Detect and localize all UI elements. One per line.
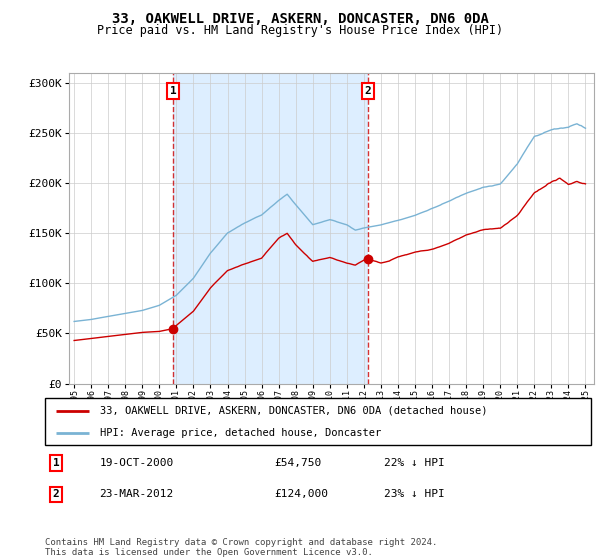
Text: 2: 2 [53, 489, 59, 500]
Text: 23% ↓ HPI: 23% ↓ HPI [383, 489, 444, 500]
Text: 1: 1 [53, 458, 59, 468]
Text: 19-OCT-2000: 19-OCT-2000 [100, 458, 174, 468]
Text: 23-MAR-2012: 23-MAR-2012 [100, 489, 174, 500]
Bar [173, 73, 368, 384]
Text: £124,000: £124,000 [274, 489, 328, 500]
Text: 2: 2 [365, 86, 371, 96]
Text: 1: 1 [170, 86, 176, 96]
Text: £54,750: £54,750 [274, 458, 322, 468]
Text: 33, OAKWELL DRIVE, ASKERN, DONCASTER, DN6 0DA: 33, OAKWELL DRIVE, ASKERN, DONCASTER, DN… [112, 12, 488, 26]
Text: Price paid vs. HM Land Registry's House Price Index (HPI): Price paid vs. HM Land Registry's House … [97, 24, 503, 36]
Text: 22% ↓ HPI: 22% ↓ HPI [383, 458, 444, 468]
FancyBboxPatch shape [45, 398, 591, 445]
Text: Contains HM Land Registry data © Crown copyright and database right 2024.
This d: Contains HM Land Registry data © Crown c… [45, 538, 437, 557]
Text: HPI: Average price, detached house, Doncaster: HPI: Average price, detached house, Donc… [100, 428, 381, 438]
Text: 33, OAKWELL DRIVE, ASKERN, DONCASTER, DN6 0DA (detached house): 33, OAKWELL DRIVE, ASKERN, DONCASTER, DN… [100, 406, 487, 416]
